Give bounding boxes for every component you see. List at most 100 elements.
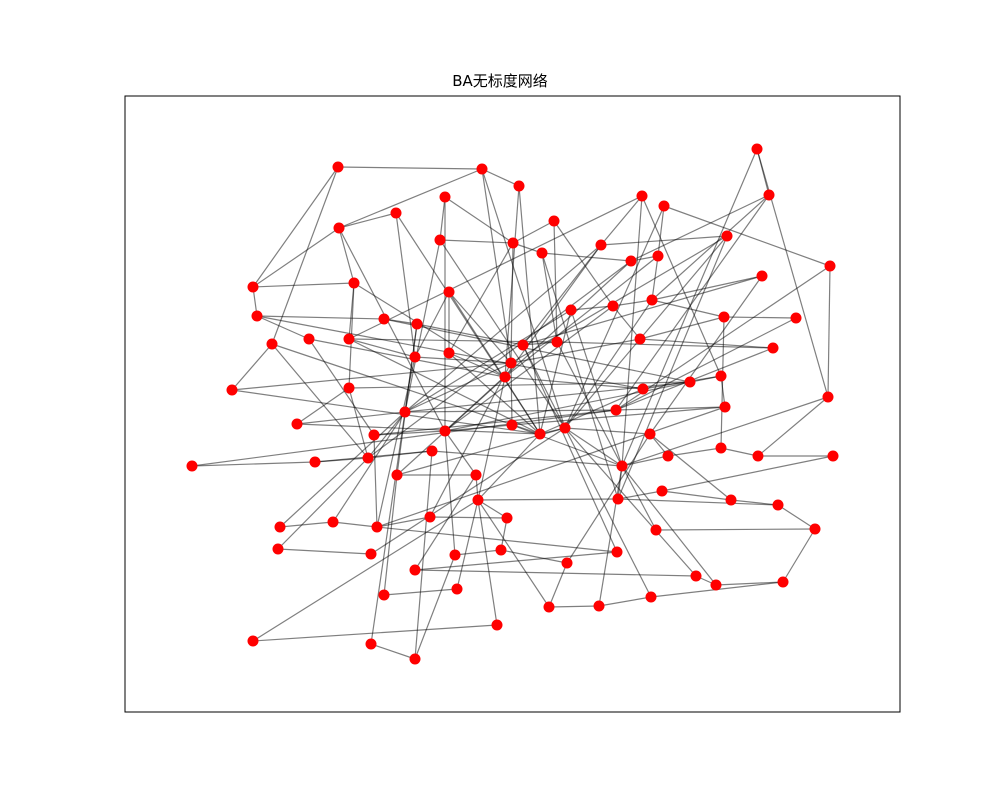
node [790,312,802,324]
node [561,557,573,569]
edge [404,244,602,413]
edge [639,338,774,349]
nodes-group [186,143,839,665]
edge [444,305,614,432]
edge [715,581,784,586]
edge [414,450,433,660]
node [186,460,198,472]
node [824,260,836,272]
node [411,318,423,330]
edge [277,548,372,555]
node [827,450,839,462]
edge [404,362,512,413]
node [274,521,286,533]
edge [570,309,623,467]
node [777,576,789,588]
edge [444,430,456,556]
edge [231,362,512,391]
node [247,635,259,647]
edge [564,427,652,598]
node [368,429,380,441]
edge [454,549,502,556]
node [644,428,656,440]
edge [396,323,418,476]
node [391,469,403,481]
node [348,277,360,289]
edge [598,465,623,607]
edge [564,427,623,467]
edge [308,338,506,378]
node [399,406,411,418]
edge [252,227,340,288]
edge [651,299,725,318]
edge [615,406,726,411]
edge [615,194,770,411]
edge [621,465,657,531]
node [426,445,438,457]
node [690,570,702,582]
node [226,384,238,396]
node [637,383,649,395]
node [501,512,513,524]
node [333,222,345,234]
node [517,339,529,351]
edge [504,255,659,378]
edge [296,411,406,425]
node [390,207,402,219]
edge [782,528,816,583]
node [378,589,390,601]
edge [504,376,644,390]
plot-frame [124,95,901,713]
edge [539,388,644,435]
edge [612,305,641,340]
node [409,653,421,665]
edge [649,275,763,435]
node [809,523,821,535]
edge [512,220,555,244]
edge [649,433,732,501]
node [715,370,727,382]
node [559,422,571,434]
edge [600,235,728,246]
node [595,239,607,251]
edge [444,375,722,432]
edge [667,447,722,457]
edge [477,499,498,626]
edge [348,338,416,358]
edge [612,299,653,307]
edge [756,148,829,398]
edge [367,260,632,459]
edge [439,239,566,429]
node [725,494,737,506]
edge [504,244,602,378]
node [343,382,355,394]
node [551,336,563,348]
edge [279,521,334,528]
edge [481,168,566,429]
edge [720,316,725,449]
edge [723,316,797,319]
edge [252,624,498,642]
edge [456,499,479,590]
node [752,450,764,462]
edge [376,516,431,528]
node [646,294,658,306]
edge [414,291,450,358]
edge [556,341,623,467]
node [611,546,623,558]
edge [256,315,310,340]
node [593,600,605,612]
edge [663,205,831,267]
node [499,371,511,383]
edge [639,316,725,340]
edge [444,424,513,432]
edge [252,282,355,288]
node [439,191,451,203]
node [443,286,455,298]
edge [256,315,385,320]
edge [332,411,406,523]
edge [383,474,398,596]
edge [548,605,600,608]
node [756,270,768,282]
edge [429,516,508,519]
